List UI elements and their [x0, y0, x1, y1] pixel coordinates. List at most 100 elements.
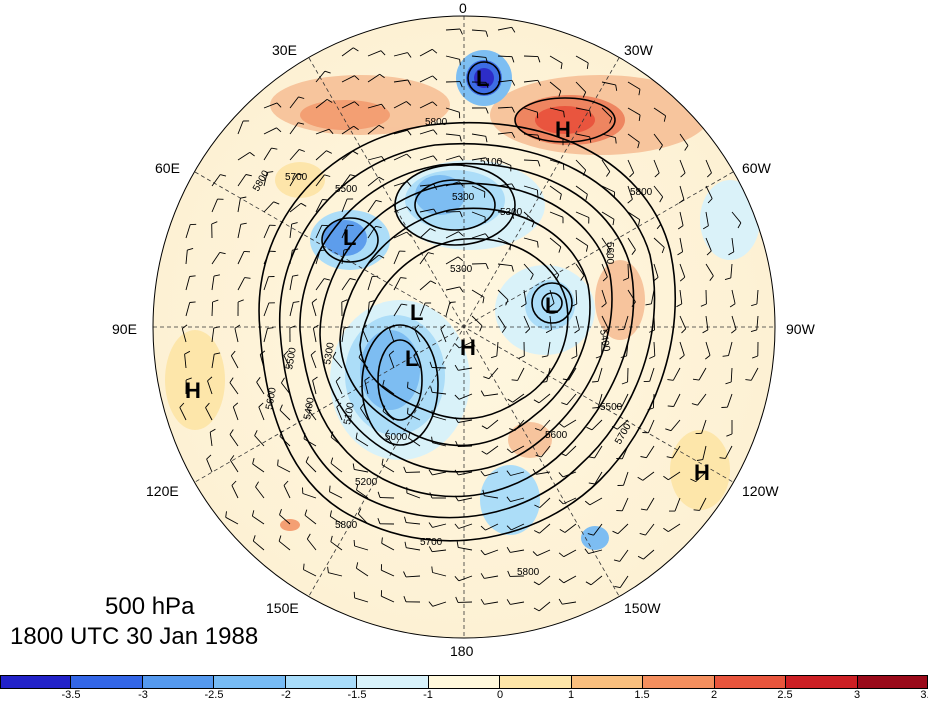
lon-label-30w: 30W: [624, 42, 653, 58]
wind-barb-flag: [329, 510, 332, 517]
wind-barb: [575, 81, 587, 93]
wind-barb: [432, 523, 447, 528]
wind-barb: [510, 601, 525, 605]
wind-barb: [679, 315, 687, 329]
wind-barb: [367, 302, 370, 317]
wind-barb: [679, 133, 689, 146]
wind-barb: [642, 471, 655, 481]
wind-barb: [419, 183, 434, 187]
wind-barb-flag: [388, 350, 395, 356]
wind-barb-flag: [483, 376, 490, 380]
wind-barb-flag: [431, 410, 433, 417]
wind-barb-flag: [613, 559, 620, 562]
wind-barb-flag: [293, 301, 300, 303]
wind-barb-flag: [214, 352, 221, 355]
wind-barb-flag: [311, 298, 318, 303]
contour-label: 5200: [355, 477, 378, 488]
wind-barb: [185, 250, 188, 265]
wind-barb: [679, 289, 683, 304]
contour-label: 5300: [452, 192, 475, 203]
wind-barb-flag: [606, 171, 611, 177]
wind-barb: [361, 329, 369, 343]
wind-barb-flag: [364, 376, 370, 381]
wind-barb: [471, 289, 485, 298]
wind-barb-flag: [254, 430, 258, 436]
wind-barbs: [179, 26, 759, 612]
wind-barb: [670, 419, 681, 431]
wind-barb: [355, 438, 369, 447]
colorbar-tick-label: 3: [853, 689, 861, 701]
colorbar-tick-label: 3.5: [920, 689, 928, 701]
wind-barb-flag: [330, 535, 333, 542]
wind-barb-flag: [231, 480, 237, 486]
contour-label: 5500: [284, 346, 299, 370]
wind-barb: [668, 471, 681, 481]
wind-barb-flag: [279, 430, 283, 437]
wind-barb: [445, 302, 451, 317]
wind-barb-flag: [709, 275, 714, 281]
wind-barb-flag: [298, 122, 305, 125]
wind-barb: [650, 289, 655, 304]
wind-barb-flag: [377, 491, 381, 498]
wind-barb: [643, 549, 655, 560]
wind-barb-flag: [563, 111, 565, 118]
high-center-arctic: H: [460, 335, 476, 360]
wind-barb-flag: [355, 432, 358, 439]
wind-barb-flag: [640, 456, 647, 459]
wind-barb: [537, 549, 551, 557]
lon-label-180: 180: [450, 643, 474, 659]
colorbar-tick-label: 2: [710, 689, 718, 701]
wind-barb: [207, 380, 213, 395]
wind-barb-flag: [459, 81, 463, 88]
wind-barb: [679, 237, 684, 252]
wind-barb: [471, 185, 485, 193]
wind-barb-flag: [454, 343, 460, 349]
wind-barb-flag: [638, 89, 641, 96]
wind-barb-flag: [614, 585, 621, 589]
wind-barb: [593, 523, 603, 536]
wind-barb: [310, 354, 317, 369]
wind-barb-flag: [702, 225, 709, 230]
wind-barb: [601, 237, 611, 250]
wind-barb-flag: [335, 376, 341, 382]
wind-barb: [341, 278, 351, 291]
wind-barb-flag: [700, 303, 707, 307]
wind-barb: [225, 516, 239, 525]
wind-barb-flag: [649, 355, 655, 359]
wind-barb-flag: [647, 407, 654, 411]
wind-barb-flag: [586, 62, 589, 69]
wind-barb: [341, 328, 345, 343]
wind-barb: [621, 393, 629, 407]
wind-barb: [185, 276, 191, 291]
wind-barb: [549, 315, 552, 330]
wind-barb-flag: [369, 299, 376, 303]
wind-barb: [523, 133, 539, 136]
wind-barb: [305, 461, 317, 473]
contour-label: 5400: [597, 329, 612, 353]
wind-barb-flag: [559, 423, 565, 428]
lon-label-90w: 90W: [786, 321, 815, 337]
wind-barb: [562, 601, 577, 605]
wind-barb-flag: [406, 153, 412, 159]
wind-barb-flag: [459, 28, 463, 35]
wind-barb: [277, 465, 291, 473]
wind-barb: [231, 485, 239, 499]
wind-barb: [367, 73, 380, 83]
wind-barb-flag: [631, 301, 636, 307]
wind-barb-flag: [433, 208, 438, 215]
wind-barb: [484, 495, 499, 499]
wind-barb-flag: [511, 265, 514, 272]
wind-barb-flag: [279, 404, 283, 411]
wind-barb: [263, 225, 271, 239]
wind-barb-flag: [485, 30, 489, 37]
wind-barb-flag: [612, 530, 619, 535]
wind-barb: [406, 522, 421, 525]
wind-barb-flag: [696, 459, 703, 461]
wind-barb: [673, 393, 681, 407]
wind-barb: [523, 185, 538, 191]
wind-barb-flag: [558, 552, 564, 558]
wind-barb: [432, 391, 447, 395]
colorbar-tick-label: -3: [138, 689, 148, 701]
wind-barb: [549, 263, 560, 276]
wind-barb: [211, 276, 215, 291]
